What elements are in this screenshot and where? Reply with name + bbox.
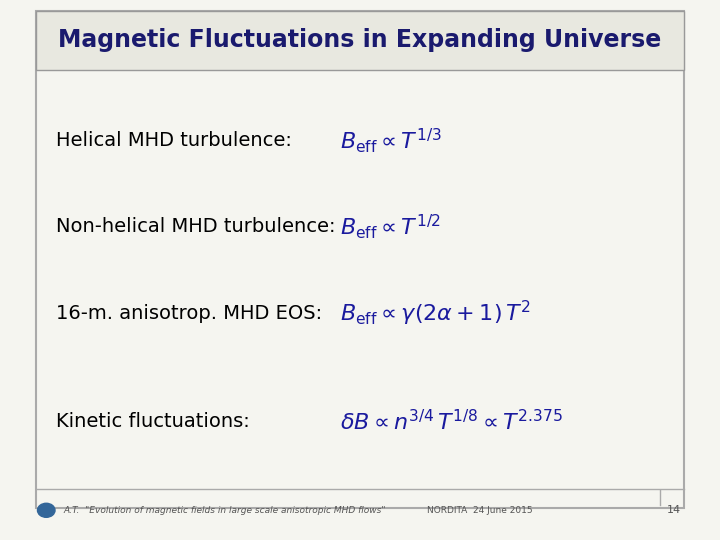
Text: $B_{\mathrm{eff}} \propto T^{1/3}$: $B_{\mathrm{eff}} \propto T^{1/3}$	[340, 126, 441, 155]
Circle shape	[37, 503, 55, 517]
Text: $B_{\mathrm{eff}} \propto \gamma(2\alpha+1)\,T^{2}$: $B_{\mathrm{eff}} \propto \gamma(2\alpha…	[340, 299, 531, 328]
Text: $\delta B \propto n^{3/4}\,T^{1/8} \propto T^{2.375}$: $\delta B \propto n^{3/4}\,T^{1/8} \prop…	[340, 409, 562, 434]
Text: NORDITA  24 June 2015: NORDITA 24 June 2015	[428, 506, 533, 515]
Text: Non-helical MHD turbulence:: Non-helical MHD turbulence:	[56, 217, 336, 237]
Text: 16-m. anisotrop. MHD EOS:: 16-m. anisotrop. MHD EOS:	[56, 303, 323, 323]
Bar	[36, 11, 684, 70]
Text: 14: 14	[667, 505, 680, 515]
Text: $B_{\mathrm{eff}} \propto T^{1/2}$: $B_{\mathrm{eff}} \propto T^{1/2}$	[340, 212, 441, 241]
Text: Kinetic fluctuations:: Kinetic fluctuations:	[56, 411, 250, 431]
Text: A.T.  "Evolution of magnetic fields in large scale anisotropic MHD flows": A.T. "Evolution of magnetic fields in la…	[63, 506, 386, 515]
Text: Helical MHD turbulence:: Helical MHD turbulence:	[56, 131, 292, 150]
Text: Magnetic Fluctuations in Expanding Universe: Magnetic Fluctuations in Expanding Unive…	[58, 29, 662, 52]
